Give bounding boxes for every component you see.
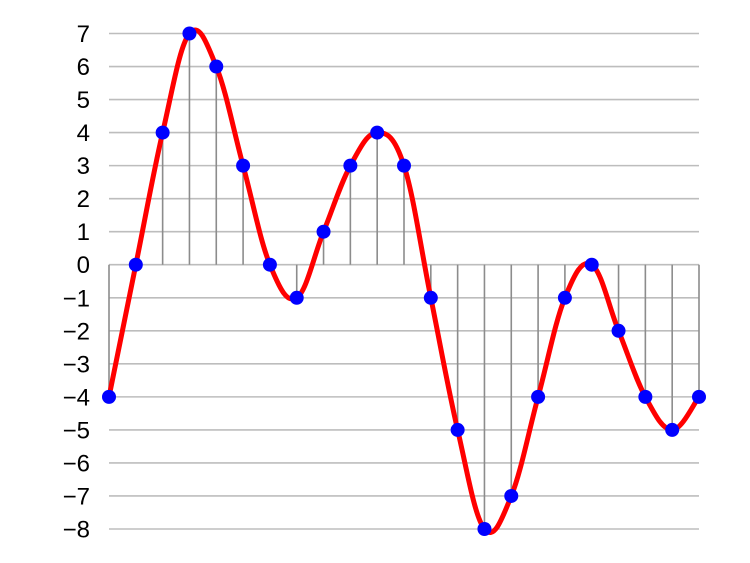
sample-point xyxy=(504,488,519,503)
reconstructed-curve xyxy=(106,27,702,535)
y-tick-label: −2 xyxy=(63,318,90,345)
y-tick-label: −4 xyxy=(63,384,90,411)
sample-point xyxy=(155,125,170,140)
sample-point xyxy=(236,158,251,173)
y-tick-label: −1 xyxy=(63,285,90,312)
y-tick-labels: 7 6 5 4 3 2 1 0 −1 −2 −3 −4 −5 −6 −7 −8 xyxy=(63,21,90,544)
sample-point xyxy=(692,389,706,404)
sample-point xyxy=(102,389,116,404)
sample-point xyxy=(289,290,304,305)
y-tick-label: 2 xyxy=(77,186,90,213)
sample-point xyxy=(262,257,277,272)
sample-point xyxy=(128,257,143,272)
sample-point xyxy=(638,389,653,404)
y-tick-label: 4 xyxy=(77,120,90,147)
sample-points xyxy=(102,26,706,536)
sample-point xyxy=(423,290,438,305)
gridlines xyxy=(109,32,699,530)
sample-point xyxy=(397,158,411,173)
signal-curve xyxy=(106,27,702,535)
sample-point xyxy=(584,257,599,272)
sample-point xyxy=(209,59,224,74)
sample-point xyxy=(370,125,385,140)
sample-point xyxy=(531,389,546,404)
sample-point xyxy=(450,422,465,437)
y-tick-label: −8 xyxy=(63,517,90,544)
y-tick-label: −7 xyxy=(63,483,90,510)
sample-point xyxy=(182,26,197,41)
y-tick-label: 6 xyxy=(77,54,90,81)
y-tick-label: 1 xyxy=(77,219,90,246)
y-tick-label: −3 xyxy=(63,351,90,378)
y-tick-label: −6 xyxy=(63,450,90,477)
y-tick-label: 5 xyxy=(77,87,90,114)
y-tick-label: 0 xyxy=(77,252,90,279)
sample-point xyxy=(477,522,492,536)
y-tick-label: −5 xyxy=(63,417,90,444)
sample-point xyxy=(316,224,331,239)
y-tick-label: 3 xyxy=(77,153,90,180)
sample-point xyxy=(665,422,680,437)
sample-point xyxy=(611,323,626,338)
y-tick-label: 7 xyxy=(77,21,90,48)
sample-point xyxy=(557,290,572,305)
sample-point xyxy=(343,158,358,173)
sample-stems xyxy=(108,33,700,529)
